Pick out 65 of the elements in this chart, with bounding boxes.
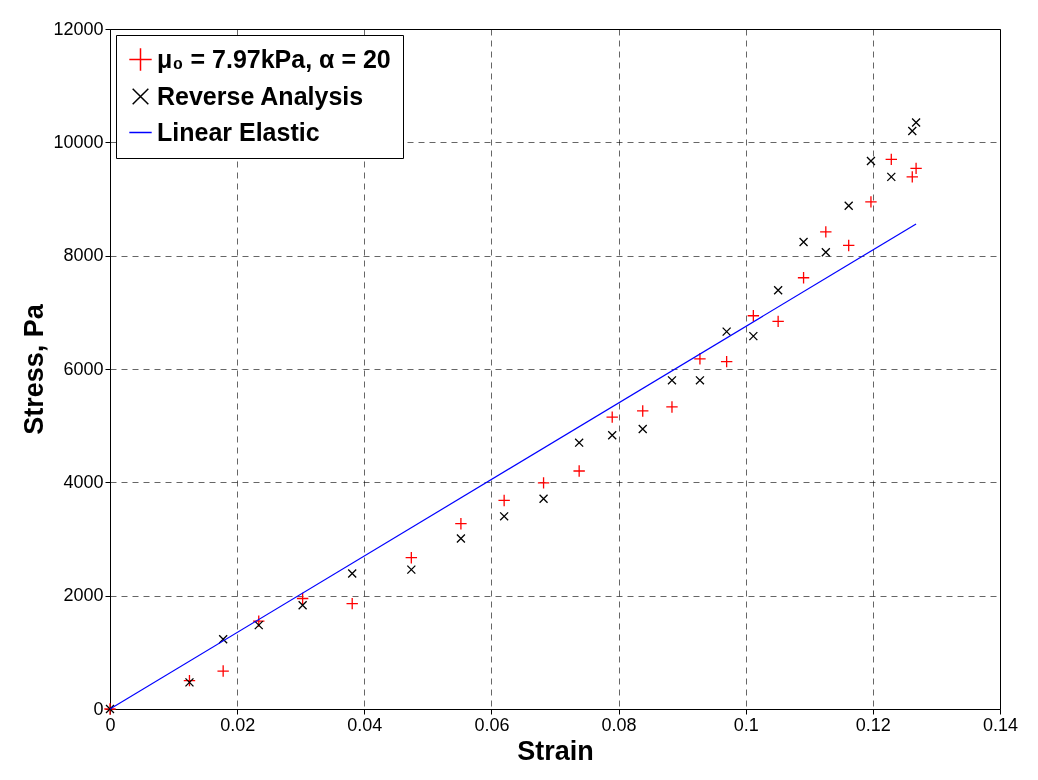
y-tick-label: 4000 [63, 471, 104, 492]
legend-label: μ₀ = 7.97kPa, α = 20 [157, 44, 391, 73]
x-axis-title: Strain [517, 735, 594, 766]
point [695, 375, 705, 385]
legend-label: Reverse Analysis [157, 81, 364, 110]
point [406, 564, 416, 575]
point [819, 225, 833, 239]
y-tick-label: 0 [93, 698, 104, 719]
point [638, 424, 648, 434]
point [636, 404, 650, 418]
point [771, 315, 785, 328]
y-tick-label: 10000 [53, 131, 104, 152]
point [798, 237, 809, 247]
y-tick-label: 8000 [63, 245, 104, 266]
point [909, 162, 923, 175]
point [667, 375, 677, 385]
point [454, 517, 468, 531]
point [497, 494, 511, 507]
point [722, 326, 732, 337]
point [499, 511, 509, 521]
point [574, 438, 584, 448]
y-tick-label: 6000 [63, 358, 104, 379]
point [886, 172, 896, 182]
point [821, 247, 831, 257]
x-tick-label: 0.06 [474, 714, 510, 735]
point [844, 201, 854, 211]
point [456, 533, 466, 544]
point [218, 634, 228, 644]
point [572, 464, 586, 478]
y-tick-label: 2000 [63, 585, 104, 606]
point [665, 400, 679, 414]
point [864, 195, 878, 209]
point [252, 614, 266, 628]
point [404, 551, 418, 565]
point [607, 430, 617, 440]
point [905, 170, 919, 184]
point [254, 620, 264, 630]
point [748, 331, 758, 341]
x-tick-label: 0.1 [733, 714, 759, 735]
point [884, 152, 898, 166]
y-axis-title: Stress, Pa [19, 303, 50, 435]
point [907, 126, 917, 136]
point [538, 494, 549, 504]
y-tick-label: 12000 [53, 18, 104, 39]
point [746, 309, 760, 323]
point [720, 355, 733, 368]
x-tick-label: 0.08 [601, 714, 637, 735]
x-tick-label: 0.12 [855, 714, 891, 735]
x-tick-label: 0.02 [220, 714, 256, 735]
x-tick-label: 0.14 [982, 714, 1019, 735]
point [842, 239, 856, 252]
point [911, 117, 921, 128]
point [216, 664, 230, 678]
point [537, 476, 550, 490]
point [347, 568, 357, 579]
point [296, 592, 309, 605]
point [345, 597, 359, 610]
x-tick-label: 0.04 [347, 714, 383, 735]
point [605, 410, 619, 424]
point [773, 285, 783, 295]
point [297, 600, 308, 610]
point [693, 352, 707, 366]
point [866, 156, 876, 166]
point [797, 271, 810, 285]
legend-label: Linear Elastic [157, 117, 320, 146]
